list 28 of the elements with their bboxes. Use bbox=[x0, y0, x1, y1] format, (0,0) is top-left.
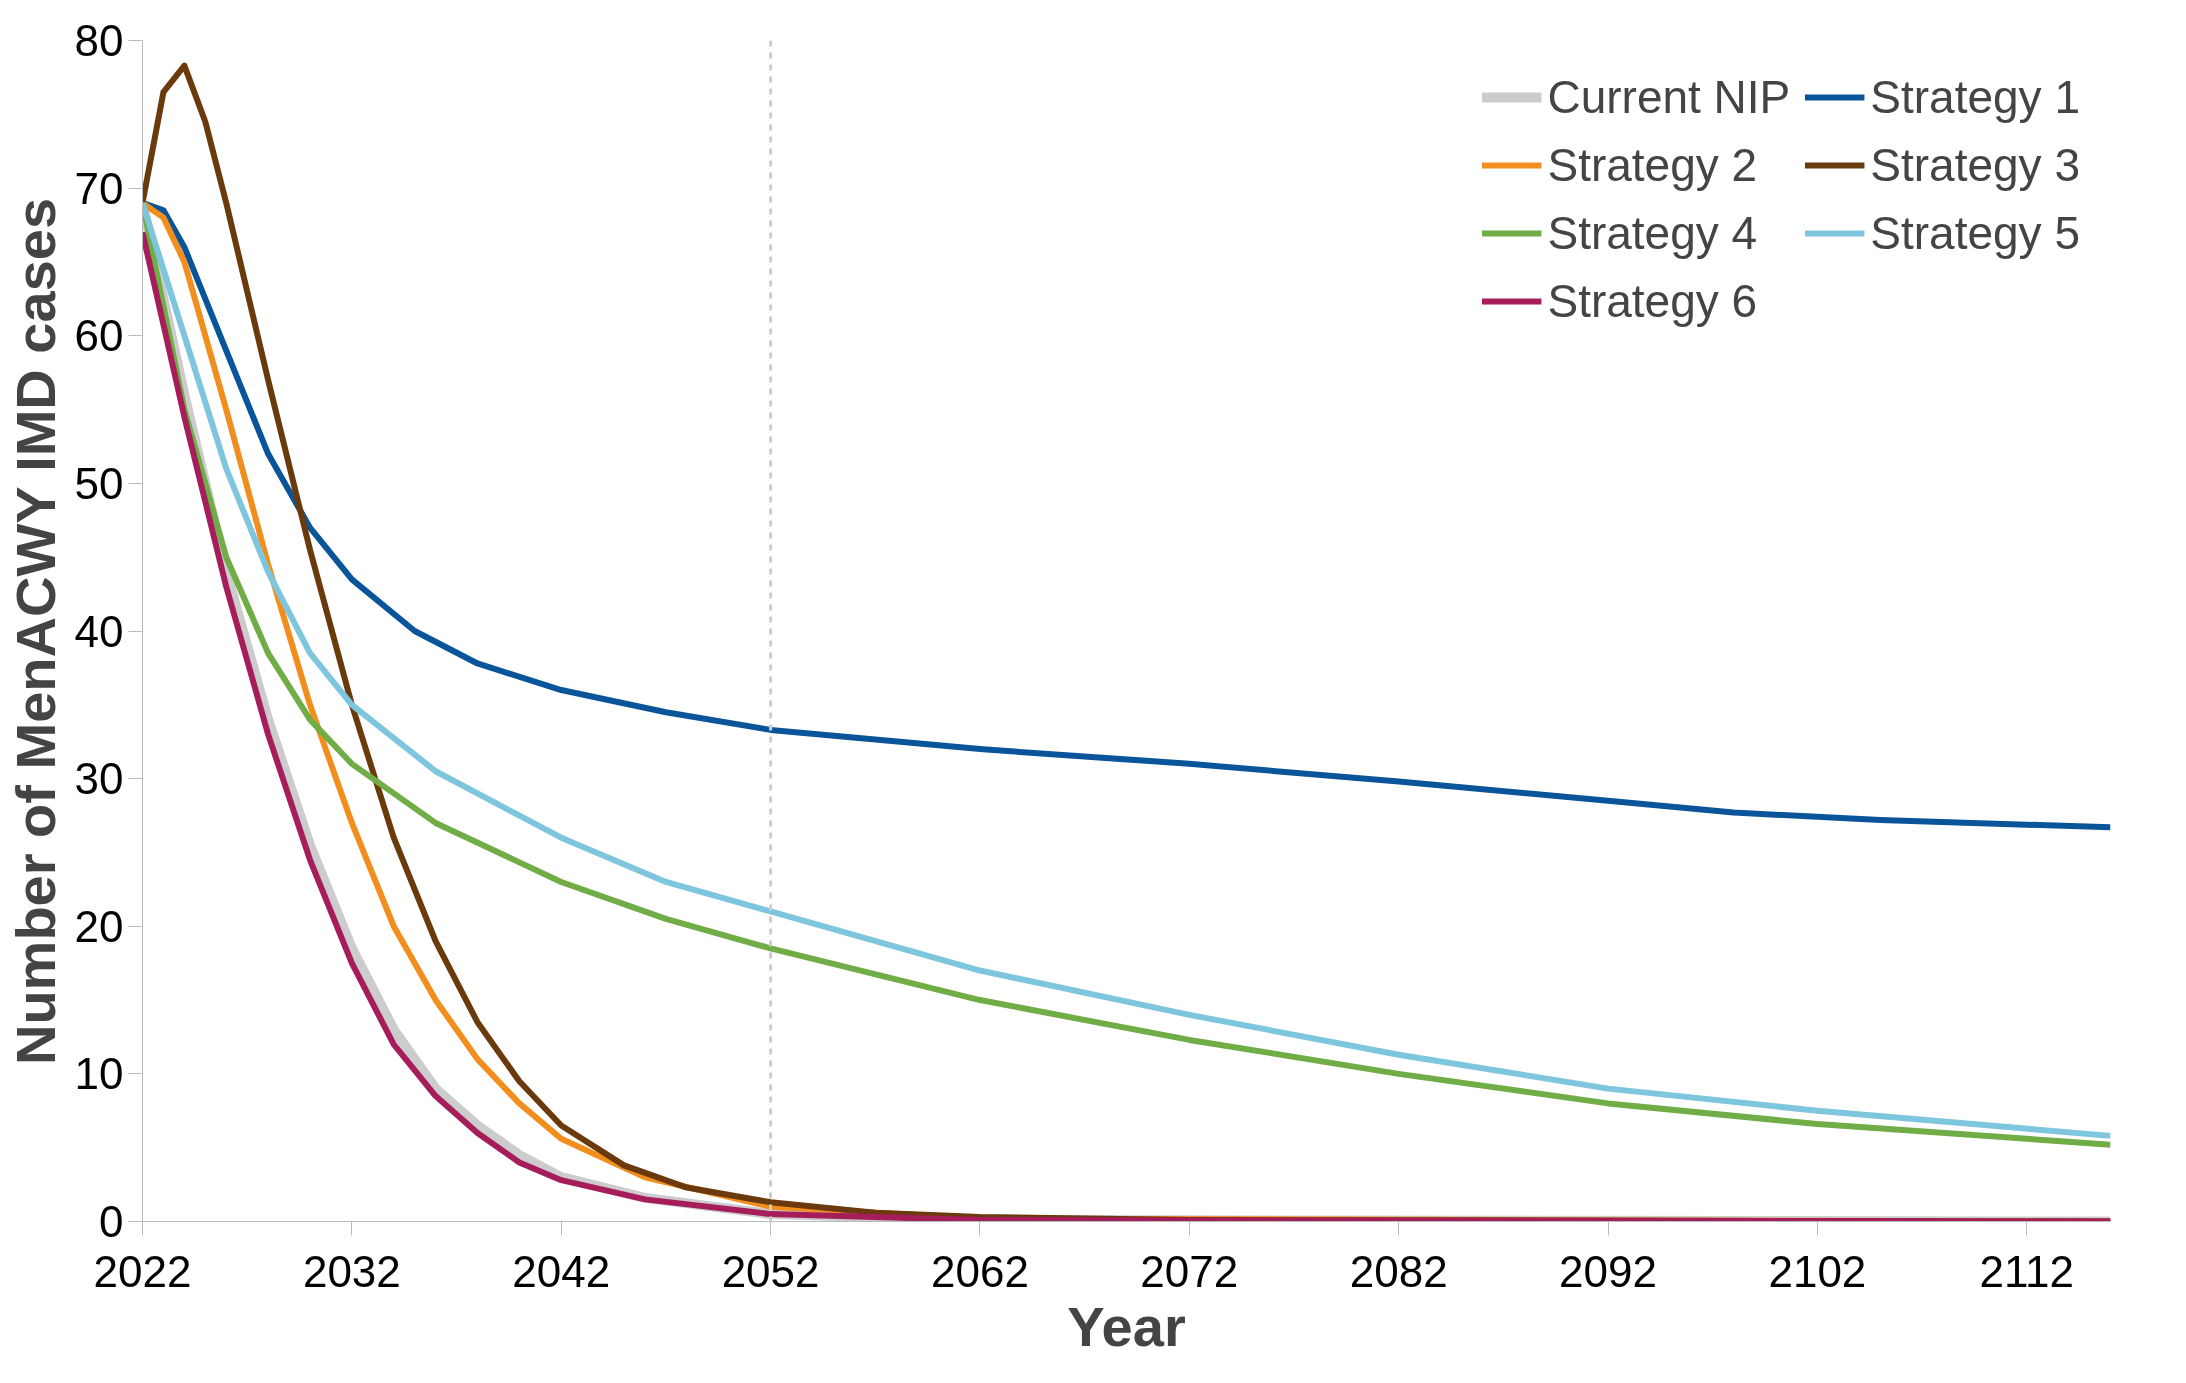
x-tick-label: 2092 bbox=[1559, 1246, 1657, 1296]
y-tick-label: 60 bbox=[74, 311, 124, 361]
y-tick-label: 30 bbox=[74, 754, 124, 804]
legend-label: Strategy 4 bbox=[1547, 206, 1758, 260]
x-tick-label: 2102 bbox=[1768, 1246, 1867, 1296]
x-tick-label: 2072 bbox=[1140, 1246, 1239, 1296]
x-tick-label: 2042 bbox=[512, 1246, 611, 1296]
y-tick-label: 10 bbox=[74, 1049, 124, 1099]
x-tick-label: 2062 bbox=[931, 1246, 1029, 1296]
legend-label: Strategy 2 bbox=[1547, 138, 1758, 192]
legend-label: Strategy 6 bbox=[1547, 274, 1758, 328]
y-tick-label: 50 bbox=[74, 458, 124, 508]
y-tick-label: 80 bbox=[74, 16, 124, 65]
x-tick-label: 2082 bbox=[1349, 1246, 1448, 1296]
x-axis-title: Year bbox=[1067, 1294, 1186, 1358]
x-tick-label: 2032 bbox=[302, 1246, 401, 1296]
legend-label: Strategy 5 bbox=[1870, 206, 2080, 260]
x-tick-label: 2022 bbox=[93, 1246, 192, 1296]
y-tick-label: 70 bbox=[74, 163, 124, 213]
legend-label: Strategy 1 bbox=[1870, 70, 2080, 124]
x-tick-label: 2052 bbox=[721, 1246, 820, 1296]
y-tick-label: 40 bbox=[74, 606, 124, 656]
x-tick-label: 2112 bbox=[1979, 1246, 2075, 1296]
y-tick-label: 0 bbox=[99, 1197, 124, 1246]
y-tick-label: 20 bbox=[74, 901, 124, 951]
legend-label: Current NIP bbox=[1547, 70, 1791, 124]
y-axis-title: Number of MenACWY IMD cases bbox=[3, 197, 67, 1066]
legend-label: Strategy 3 bbox=[1870, 138, 2080, 192]
